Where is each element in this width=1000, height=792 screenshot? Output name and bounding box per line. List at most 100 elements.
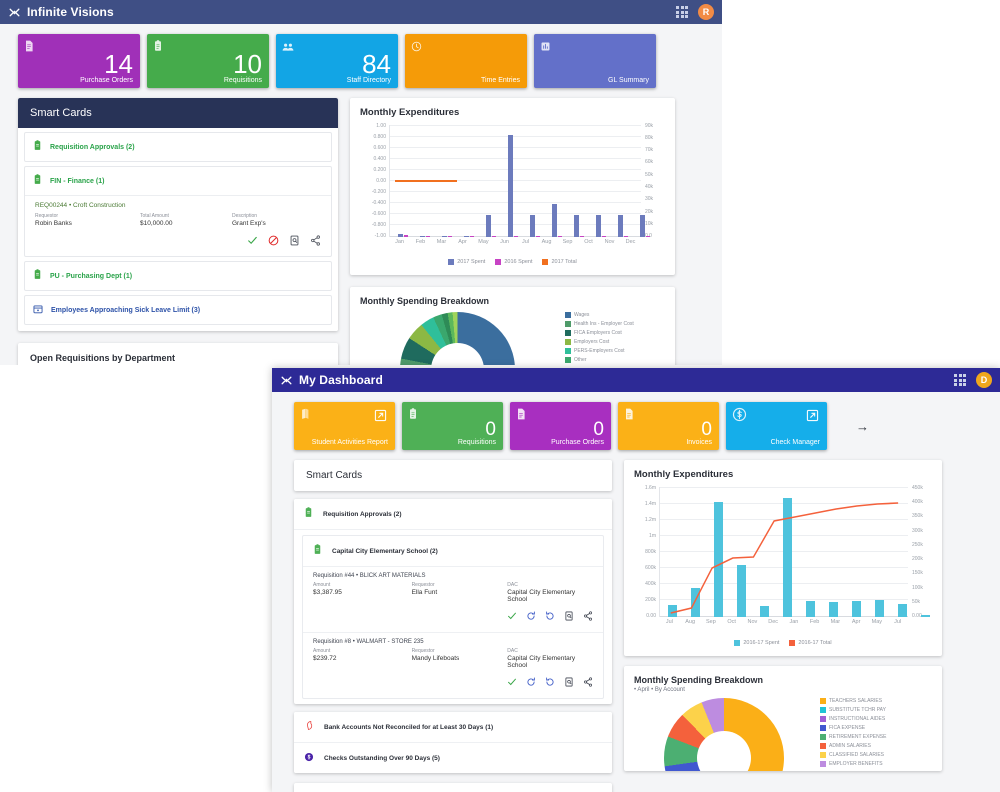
tile-check-manager[interactable]: Check Manager (726, 402, 827, 450)
legend-item: FICA Employers Cost (565, 330, 634, 336)
legend-item[interactable]: 2017 Spent (448, 259, 485, 265)
field-value: Capital City Elementary School (507, 589, 576, 603)
field-label: DAC (507, 582, 518, 588)
ledger-icon (540, 39, 551, 57)
smart-cards-alerts-panel: Bank Accounts Not Reconciled for at Leas… (294, 712, 612, 773)
tile-requisitions[interactable]: 0 Requisitions (402, 402, 503, 450)
next-arrow-icon[interactable]: → (856, 418, 869, 434)
x-tick: Feb (415, 239, 426, 245)
smart-card-row-pu-purchasing[interactable]: PU - Purchasing Dept (1) (24, 261, 332, 291)
field-dac: DAC Capital City Elementary School (507, 582, 593, 603)
x-tick: Oct (727, 619, 736, 625)
document-preview-icon[interactable] (564, 674, 574, 692)
smart-card-group-header[interactable]: Capital City Elementary School (2) (303, 536, 603, 567)
share-icon[interactable] (310, 233, 321, 251)
smart-card-group-fin-finance: FIN - Finance (1) REQ00244 • Croft Const… (24, 166, 332, 257)
share-icon[interactable] (583, 674, 593, 692)
legend-item[interactable]: 2016-17 Spent (734, 640, 779, 646)
back-icon[interactable] (545, 608, 555, 626)
smart-card-row-label: Requisition Approvals (2) (50, 143, 135, 151)
x-tick: Feb (809, 619, 820, 625)
donut-legend-1: Wages Health Ins - Employer Cost FICA Em… (565, 312, 634, 365)
dash1-content-grid: Smart Cards Requisition Approvals (2) (18, 98, 704, 365)
tile-purchase-orders[interactable]: 0 Purchase Orders (510, 402, 611, 450)
requisition-actions (313, 674, 593, 692)
legend-item[interactable]: 2016-17 Total (789, 640, 832, 646)
spending-breakdown-panel-2: Monthly Spending Breakdown • April • By … (624, 666, 942, 771)
deny-icon[interactable] (268, 233, 279, 251)
check-circle-icon (304, 749, 314, 767)
apps-grid-icon[interactable] (676, 6, 688, 18)
smart-card-row-sick-leave[interactable]: Employees Approaching Sick Leave Limit (… (24, 295, 332, 325)
x-tick: Oct (584, 239, 593, 245)
avatar[interactable]: R (698, 4, 714, 20)
x-tick: Dec (625, 239, 636, 245)
clipboard-icon (33, 172, 42, 190)
approve-check-icon[interactable] (507, 674, 517, 692)
avatar[interactable]: D (976, 372, 992, 388)
field-description: Description Grant Exp's (232, 213, 266, 227)
document-preview-icon[interactable] (289, 233, 300, 251)
legend-label: FICA Employers Cost (574, 330, 622, 336)
panel-title: Monthly Spending Breakdown (634, 675, 764, 685)
external-link-icon[interactable] (806, 409, 819, 427)
legend-item: TEACHERS SALARIES (820, 698, 886, 704)
series-2017-total-line (395, 180, 457, 182)
tile-invoices[interactable]: 0 Invoices (618, 402, 719, 450)
legend-label: 2016-17 Total (798, 640, 832, 646)
forward-icon[interactable] (526, 608, 536, 626)
spending-breakdown-panel-1: Monthly Spending Breakdown Wages Health … (350, 287, 675, 365)
legend-item: CLASSIFIED SALARIES (820, 752, 886, 758)
legend-item: FICA EXPENSE (820, 725, 886, 731)
field-label: Amount (313, 582, 331, 588)
tile-student-activities-report[interactable]: Student Activities Report (294, 402, 395, 450)
legend-label: ADMIN SALARIES (829, 743, 871, 749)
legend-label: EMPLOYER BENEFITS (829, 761, 883, 767)
tile-time-entries[interactable]: Time Entries (405, 34, 527, 88)
donut-chart-1 (400, 312, 515, 365)
external-link-icon[interactable] (374, 409, 387, 427)
legend-label: Wages (574, 312, 590, 318)
smart-card-row-label: Requisition Approvals (2) (323, 510, 402, 518)
x-tick: Aug (685, 619, 696, 625)
bar-sep (714, 502, 723, 617)
tile-gl-summary[interactable]: GL Summary (534, 34, 656, 88)
panel-title: Monthly Expenditures (634, 469, 734, 480)
field-total-amount: Total Amount $10,000.00 (140, 213, 232, 227)
tile-value: 0 (485, 419, 496, 440)
x-tick: Jul (521, 239, 530, 245)
smart-card-row-checks-outstanding[interactable]: Checks Outstanding Over 90 Days (5) (294, 743, 612, 773)
back-icon[interactable] (545, 674, 555, 692)
legend-item[interactable]: 2017 Total (542, 259, 577, 265)
dash2-title: My Dashboard (299, 373, 383, 387)
apps-grid-icon[interactable] (954, 374, 966, 386)
my-dashboard-window: My Dashboard D Student Activities Report (272, 368, 1000, 792)
tile-label: Purchase Orders (80, 77, 133, 84)
smart-card-group-header[interactable]: FIN - Finance (1) (25, 167, 331, 196)
tile-staff-directory[interactable]: 84 Staff Directory (276, 34, 398, 88)
tile-requisitions[interactable]: 10 Requisitions (147, 34, 269, 88)
legend-label: 2016 Spent (504, 259, 533, 265)
legend-label: Health Ins - Employer Cost (574, 321, 634, 327)
x-tick: Mar (830, 619, 841, 625)
smart-card-row-requisition-approvals[interactable]: Requisition Approvals (2) (294, 499, 612, 530)
field-value: Capital City Elementary School (507, 655, 576, 669)
legend-label: 2016-17 Spent (743, 640, 780, 646)
chart-1-plot (389, 125, 650, 237)
tile-purchase-orders[interactable]: 14 Purchase Orders (18, 34, 140, 88)
share-icon[interactable] (583, 608, 593, 626)
approve-check-icon[interactable] (247, 233, 258, 251)
legend-item[interactable]: 2016 Spent (495, 259, 532, 265)
document-preview-icon[interactable] (564, 608, 574, 626)
tile-value: 84 (362, 49, 391, 79)
legend-label: CLASSIFIED SALARIES (829, 752, 885, 758)
legend-item: Health Ins - Employer Cost (565, 321, 634, 327)
smart-card-row-requisition-approvals[interactable]: Requisition Approvals (2) (24, 132, 332, 162)
bar-apr (875, 600, 884, 617)
approve-check-icon[interactable] (507, 608, 517, 626)
x-tick: Jul (665, 619, 673, 625)
panel-title: Monthly Expenditures (360, 107, 460, 118)
x-tick: Dec (768, 619, 779, 625)
smart-card-row-bank-accounts[interactable]: Bank Accounts Not Reconciled for at Leas… (294, 712, 612, 743)
forward-icon[interactable] (526, 674, 536, 692)
